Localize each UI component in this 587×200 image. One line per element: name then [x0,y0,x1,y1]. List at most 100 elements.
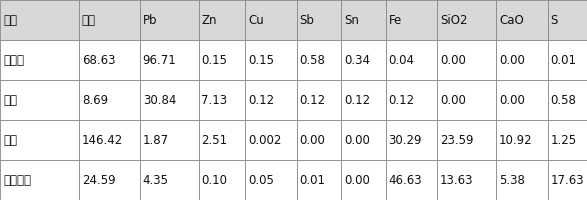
Text: Cu: Cu [248,14,264,26]
Bar [140,40,198,80]
Bar [198,80,245,120]
Bar [341,160,386,200]
Bar [245,0,296,40]
Bar [341,40,386,80]
Bar [341,80,386,120]
Text: 熔渣: 熔渣 [3,134,17,146]
Bar [496,80,548,120]
Text: Sb: Sb [299,14,315,26]
Text: 0.00: 0.00 [344,134,370,146]
Text: 0.12: 0.12 [248,94,274,107]
Bar [386,160,437,200]
Bar [79,40,140,80]
Text: 0.04: 0.04 [389,53,414,66]
Bar [198,160,245,200]
Bar [548,40,587,80]
Text: 7.13: 7.13 [201,94,228,107]
Text: 13.63: 13.63 [440,173,474,186]
Text: 46.63: 46.63 [389,173,422,186]
Text: 10.92: 10.92 [499,134,532,146]
Text: 146.42: 146.42 [82,134,123,146]
Text: 8.69: 8.69 [82,94,108,107]
Text: 重量: 重量 [82,14,96,26]
Text: 成分: 成分 [3,14,17,26]
Bar [296,120,341,160]
Text: 0.12: 0.12 [389,94,414,107]
Text: Fe: Fe [389,14,402,26]
Bar [0,160,79,200]
Text: CaO: CaO [499,14,524,26]
Text: 4.35: 4.35 [143,173,168,186]
Text: Sn: Sn [344,14,359,26]
Bar [79,0,140,40]
Text: 铅合金: 铅合金 [3,53,24,66]
Bar [437,160,496,200]
Bar [296,80,341,120]
Bar [198,40,245,80]
Text: 5.38: 5.38 [499,173,525,186]
Bar [386,120,437,160]
Text: 68.63: 68.63 [82,53,115,66]
Text: 0.58: 0.58 [551,94,576,107]
Bar [140,120,198,160]
Text: 30.84: 30.84 [143,94,176,107]
Bar [548,160,587,200]
Text: SiO2: SiO2 [440,14,468,26]
Text: 96.71: 96.71 [143,53,177,66]
Text: 23.59: 23.59 [440,134,474,146]
Bar [437,80,496,120]
Bar [0,120,79,160]
Bar [386,0,437,40]
Text: 0.01: 0.01 [299,173,326,186]
Text: 24.59: 24.59 [82,173,116,186]
Bar [548,0,587,40]
Text: 0.15: 0.15 [248,53,274,66]
Text: 0.05: 0.05 [248,173,274,186]
Text: 30.29: 30.29 [389,134,422,146]
Bar [245,160,296,200]
Text: 0.01: 0.01 [551,53,576,66]
Text: 1.25: 1.25 [551,134,576,146]
Text: 0.12: 0.12 [299,94,326,107]
Bar [437,120,496,160]
Text: 0.10: 0.10 [201,173,228,186]
Bar [386,40,437,80]
Bar [245,120,296,160]
Bar [437,40,496,80]
Text: Zn: Zn [201,14,217,26]
Bar [198,120,245,160]
Bar [0,40,79,80]
Bar [140,80,198,120]
Text: S: S [551,14,558,26]
Text: 0.00: 0.00 [299,134,326,146]
Text: 0.15: 0.15 [201,53,228,66]
Text: 0.00: 0.00 [344,173,370,186]
Text: 0.00: 0.00 [440,94,466,107]
Bar [79,120,140,160]
Text: 17.63: 17.63 [551,173,584,186]
Text: 0.12: 0.12 [344,94,370,107]
Text: 0.00: 0.00 [499,94,525,107]
Text: 烟尘: 烟尘 [3,94,17,107]
Text: 0.00: 0.00 [440,53,466,66]
Bar [496,40,548,80]
Bar [296,40,341,80]
Text: 1.87: 1.87 [143,134,169,146]
Bar [437,0,496,40]
Bar [386,80,437,120]
Bar [341,120,386,160]
Bar [140,0,198,40]
Bar [296,0,341,40]
Bar [548,120,587,160]
Bar [496,120,548,160]
Text: Pb: Pb [143,14,157,26]
Text: 2.51: 2.51 [201,134,228,146]
Bar [0,80,79,120]
Bar [341,0,386,40]
Bar [496,160,548,200]
Bar [79,80,140,120]
Bar [0,0,79,40]
Bar [548,80,587,120]
Text: 0.34: 0.34 [344,53,370,66]
Bar [198,0,245,40]
